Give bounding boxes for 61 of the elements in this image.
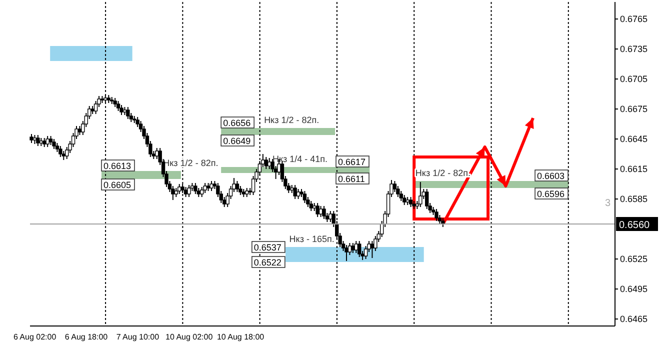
candlestick: [434, 208, 438, 222]
annotation: 3: [605, 198, 611, 210]
x-tick-label: 6 Aug 02:00: [13, 332, 57, 342]
candlestick: [210, 180, 214, 192]
band-label: Нкз 1/2 - 82п.: [415, 168, 470, 178]
candlestick: [120, 104, 124, 116]
candlestick: [328, 210, 332, 222]
y-tick-label: 0.6495: [620, 284, 648, 294]
annotation: 0.6611: [338, 174, 365, 184]
x-tick-label: 6 Aug 18:00: [64, 332, 108, 342]
candlestick: [293, 184, 297, 200]
candlestick: [316, 202, 320, 218]
candlestick: [402, 194, 406, 206]
annotation: 0.6605: [103, 180, 132, 190]
candlestick: [200, 186, 204, 198]
candlestick: [46, 136, 50, 148]
candlestick: [358, 240, 362, 258]
annotation: 0.6522: [254, 258, 282, 268]
candlestick: [425, 188, 429, 210]
y-tick-label: 0.6645: [620, 134, 648, 144]
candlestick: [178, 184, 182, 194]
y-tick-label: 0.6585: [620, 194, 648, 204]
candlestick: [302, 190, 307, 204]
y-tick-label: 0.6525: [620, 254, 648, 264]
y-tick-label: 0.6705: [620, 74, 648, 84]
annotation: 0.6603: [537, 171, 565, 181]
annotation: 0.6537: [254, 242, 282, 252]
y-tick-label: 0.6675: [620, 104, 648, 114]
candlestick: [187, 184, 191, 198]
band-label: Нкз - 165п.: [289, 234, 334, 244]
annotation: 0.6656: [223, 118, 251, 128]
candlestick: [264, 156, 268, 170]
candlestick: [116, 100, 120, 112]
x-tick-label: 10 Aug 02:00: [166, 332, 214, 342]
annotation: 0.6649: [223, 136, 251, 146]
x-tick-label: 10 Aug 18:00: [216, 332, 265, 342]
candlestick: [322, 206, 326, 220]
candlestick: [194, 182, 198, 194]
band-label: Нкз 1/4 - 41п.: [272, 154, 328, 164]
candlestick: [36, 134, 40, 146]
candlestick: [126, 106, 130, 120]
x-tick-label: 7 Aug 10:00: [116, 332, 160, 342]
candlestick: [344, 244, 348, 262]
candlestick: [58, 146, 62, 158]
candlestick: [203, 182, 207, 194]
y-tick-label: 0.6615: [620, 164, 648, 174]
annotation: 0.6613: [103, 161, 132, 171]
annotation: 0.6596: [537, 189, 565, 199]
candlestick: [235, 180, 240, 192]
ref-line-label: 0.6560: [619, 220, 650, 231]
candlestick: [52, 138, 56, 150]
band-label: Нкз 1/2 - 82п.: [264, 115, 320, 125]
candlestick: [296, 188, 300, 200]
y-tick-label: 0.6735: [620, 44, 648, 54]
y-tick-label: 0.6465: [620, 314, 648, 324]
y-tick-label: 0.6765: [620, 14, 648, 24]
annotation: 0.6617: [338, 157, 366, 167]
candlestick: [408, 196, 413, 208]
candlestick: [351, 242, 355, 254]
candlestick: [309, 200, 313, 212]
candlestick: [418, 182, 422, 208]
